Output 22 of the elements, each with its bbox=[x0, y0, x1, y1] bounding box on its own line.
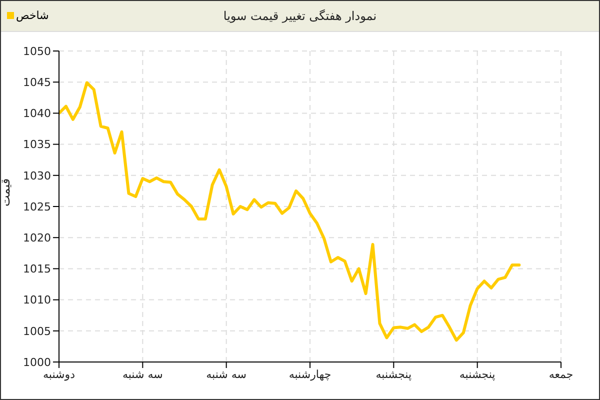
x-tick-label: پنجشنبه bbox=[376, 368, 412, 381]
y-tick-label: 1015 bbox=[23, 262, 51, 276]
x-tick-label: سه شنبه bbox=[122, 368, 163, 381]
y-tick-label: 1010 bbox=[23, 294, 51, 307]
y-tick-label: 1020 bbox=[23, 232, 51, 245]
y-tick-label: 1045 bbox=[23, 76, 51, 90]
y-axis-title: قیمت bbox=[0, 178, 12, 206]
y-tick-label: 1040 bbox=[23, 107, 51, 120]
x-tick-label: دوشنبه bbox=[43, 368, 76, 381]
x-tick-label: پنجشنبه bbox=[459, 368, 496, 381]
chart-title: نمودار هفتگی تغییر قیمت سویا bbox=[223, 9, 377, 23]
x-tick-label: جمعه bbox=[548, 368, 574, 381]
legend-label: شاخص bbox=[16, 9, 49, 22]
y-tick-label: 1005 bbox=[23, 324, 51, 338]
x-tick-label: سه شنبه bbox=[206, 368, 247, 381]
y-tick-label: 1025 bbox=[23, 200, 51, 214]
line-series bbox=[59, 81, 521, 342]
y-tick-label: 1050 bbox=[23, 44, 51, 58]
x-tick-label: چهارشنبه bbox=[288, 368, 332, 381]
y-tick-label: 1000 bbox=[23, 356, 51, 369]
y-tick-label: 1035 bbox=[23, 138, 51, 152]
y-tick-label: 1030 bbox=[23, 169, 51, 182]
